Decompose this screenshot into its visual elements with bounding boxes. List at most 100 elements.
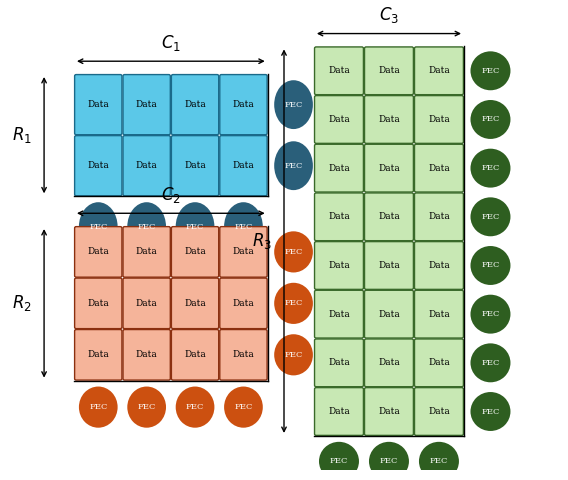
FancyBboxPatch shape: [415, 339, 463, 387]
FancyBboxPatch shape: [415, 290, 463, 338]
Text: Data: Data: [428, 407, 450, 416]
FancyBboxPatch shape: [365, 290, 414, 338]
Text: Data: Data: [328, 310, 350, 319]
FancyBboxPatch shape: [172, 330, 219, 380]
Text: Data: Data: [136, 100, 157, 109]
Text: $R_3$: $R_3$: [252, 231, 272, 251]
FancyBboxPatch shape: [415, 144, 463, 192]
FancyBboxPatch shape: [74, 74, 122, 135]
FancyBboxPatch shape: [365, 339, 414, 387]
Text: Data: Data: [328, 212, 350, 221]
FancyBboxPatch shape: [74, 227, 122, 277]
Ellipse shape: [470, 392, 511, 431]
Ellipse shape: [79, 202, 118, 251]
FancyBboxPatch shape: [172, 74, 219, 135]
Ellipse shape: [369, 442, 409, 480]
Ellipse shape: [419, 442, 459, 480]
Ellipse shape: [470, 295, 511, 334]
FancyBboxPatch shape: [123, 278, 170, 329]
Text: Data: Data: [136, 161, 157, 170]
Text: FEC: FEC: [89, 403, 107, 411]
Text: Data: Data: [87, 350, 109, 360]
FancyBboxPatch shape: [172, 136, 219, 196]
FancyBboxPatch shape: [315, 96, 364, 144]
Text: FEC: FEC: [481, 310, 500, 318]
FancyBboxPatch shape: [123, 74, 170, 135]
FancyBboxPatch shape: [365, 47, 414, 95]
Text: Data: Data: [328, 359, 350, 367]
Text: FEC: FEC: [481, 164, 500, 172]
FancyBboxPatch shape: [365, 241, 414, 289]
Text: FEC: FEC: [137, 223, 156, 230]
FancyBboxPatch shape: [415, 193, 463, 240]
FancyBboxPatch shape: [365, 193, 414, 240]
Text: Data: Data: [428, 115, 450, 124]
Ellipse shape: [176, 386, 214, 428]
Text: Data: Data: [232, 299, 254, 308]
FancyBboxPatch shape: [172, 278, 219, 329]
FancyBboxPatch shape: [220, 330, 267, 380]
Text: $R_2$: $R_2$: [12, 293, 32, 313]
FancyBboxPatch shape: [415, 241, 463, 289]
FancyBboxPatch shape: [220, 136, 267, 196]
Text: Data: Data: [378, 66, 400, 75]
FancyBboxPatch shape: [123, 330, 170, 380]
Text: Data: Data: [428, 164, 450, 173]
Text: FEC: FEC: [285, 300, 303, 307]
Text: FEC: FEC: [285, 162, 303, 170]
FancyBboxPatch shape: [315, 193, 364, 240]
Text: Data: Data: [428, 310, 450, 319]
Text: Data: Data: [328, 164, 350, 173]
Text: FEC: FEC: [234, 223, 253, 230]
Text: $C_3$: $C_3$: [379, 5, 399, 25]
Ellipse shape: [319, 442, 359, 480]
FancyBboxPatch shape: [365, 388, 414, 435]
Text: Data: Data: [328, 66, 350, 75]
Text: FEC: FEC: [186, 223, 204, 230]
Text: FEC: FEC: [186, 403, 204, 411]
Text: FEC: FEC: [481, 213, 500, 221]
Ellipse shape: [224, 386, 263, 428]
Text: $C_1$: $C_1$: [161, 33, 181, 53]
Text: Data: Data: [136, 299, 157, 308]
Text: Data: Data: [428, 261, 450, 270]
FancyBboxPatch shape: [220, 74, 267, 135]
Text: Data: Data: [232, 247, 254, 256]
FancyBboxPatch shape: [74, 330, 122, 380]
FancyBboxPatch shape: [123, 227, 170, 277]
FancyBboxPatch shape: [123, 136, 170, 196]
Text: FEC: FEC: [481, 67, 500, 75]
FancyBboxPatch shape: [315, 144, 364, 192]
Text: Data: Data: [136, 350, 157, 360]
Text: FEC: FEC: [234, 403, 253, 411]
Text: FEC: FEC: [89, 223, 107, 230]
Text: Data: Data: [328, 115, 350, 124]
Ellipse shape: [274, 80, 313, 129]
Ellipse shape: [274, 283, 313, 324]
Text: Data: Data: [378, 407, 400, 416]
Text: Data: Data: [184, 247, 206, 256]
Text: Data: Data: [328, 261, 350, 270]
Text: FEC: FEC: [380, 457, 398, 465]
Ellipse shape: [470, 343, 511, 382]
Ellipse shape: [127, 202, 166, 251]
Text: FEC: FEC: [330, 457, 348, 465]
Text: Data: Data: [87, 100, 109, 109]
FancyBboxPatch shape: [315, 388, 364, 435]
Text: Data: Data: [136, 247, 157, 256]
Text: Data: Data: [378, 310, 400, 319]
Ellipse shape: [470, 51, 511, 90]
Text: FEC: FEC: [285, 248, 303, 256]
Ellipse shape: [274, 141, 313, 190]
FancyBboxPatch shape: [74, 278, 122, 329]
FancyBboxPatch shape: [315, 339, 364, 387]
Text: Data: Data: [328, 407, 350, 416]
Ellipse shape: [79, 386, 118, 428]
Text: Data: Data: [232, 100, 254, 109]
Ellipse shape: [470, 246, 511, 285]
Ellipse shape: [274, 334, 313, 375]
Text: Data: Data: [428, 66, 450, 75]
Text: Data: Data: [87, 299, 109, 308]
Text: Data: Data: [378, 115, 400, 124]
Text: Data: Data: [87, 161, 109, 170]
